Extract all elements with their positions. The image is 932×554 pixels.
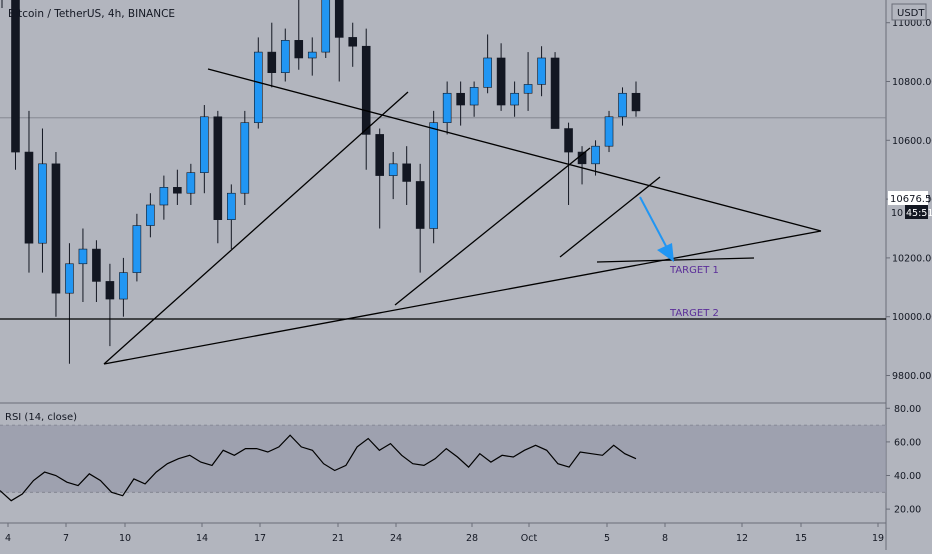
candle-body	[564, 128, 573, 153]
candle-body	[361, 45, 371, 135]
candle-body	[442, 92, 452, 123]
time-tick-label: 19	[872, 533, 884, 544]
trendline-channel-a[interactable]	[103, 91, 409, 365]
candle-body	[618, 92, 627, 118]
currency-badge[interactable]: USDT	[891, 3, 927, 21]
price-tick-label: 10600.00	[892, 136, 932, 147]
candle-body	[240, 122, 250, 194]
time-tick-label: 14	[196, 533, 208, 544]
currency-label: USDT	[897, 8, 925, 19]
candle-body	[65, 263, 74, 294]
time-tick-label: 8	[662, 533, 668, 544]
trendline-lower[interactable]	[103, 230, 822, 365]
candle-body	[186, 172, 196, 194]
candle-body	[92, 248, 101, 282]
price-prefix: 10	[891, 208, 903, 219]
time-tick-label: 15	[795, 533, 807, 544]
candle-body	[294, 40, 304, 59]
candle-body	[631, 92, 641, 112]
candle-body	[51, 163, 61, 294]
candle-body	[483, 57, 492, 88]
drawings-layer[interactable]	[0, 68, 886, 365]
time-tick-label: 24	[390, 533, 402, 544]
candle-body	[348, 37, 358, 47]
candle-body	[227, 192, 236, 220]
arrow-shaft[interactable]	[639, 196, 668, 249]
rsi-layer	[0, 424, 886, 502]
rsi-tick-label: 80.00	[894, 404, 921, 415]
candle-body	[375, 134, 385, 176]
candle-body	[429, 122, 438, 229]
trendline-upper[interactable]	[207, 68, 822, 232]
candle-body	[253, 51, 263, 123]
candle-body	[537, 57, 546, 85]
target-2-label: TARGET 2	[669, 308, 719, 319]
candle-body	[402, 163, 411, 182]
price-value: 10676.54	[890, 194, 932, 205]
time-tick-label: 5	[604, 533, 610, 544]
candle-body	[200, 116, 209, 173]
candle-body	[510, 92, 519, 106]
price-tick-label: 10200.00	[892, 253, 932, 264]
candle-body	[105, 281, 115, 300]
candle-body	[280, 40, 290, 73]
candle-body	[213, 116, 223, 220]
trendline-channel-c[interactable]	[559, 176, 661, 258]
candle-body	[456, 92, 465, 106]
candles-layer	[1, 0, 641, 364]
candle-body	[415, 181, 425, 229]
candle-body	[119, 272, 128, 300]
time-tick-label: 28	[466, 533, 478, 544]
rsi-tick-label: 40.00	[894, 471, 921, 482]
candle-body	[388, 163, 398, 176]
candle-body	[38, 163, 47, 244]
price-tick-label: 9800.00	[892, 371, 931, 382]
time-tick-label: 21	[332, 533, 344, 544]
candle-body	[321, 0, 331, 53]
time-tick-label: 7	[63, 533, 69, 544]
price-tick-label: 11000.00	[892, 18, 932, 29]
axis-layer: 9800.0010000.0010200.0010400.0010600.001…	[5, 18, 932, 544]
candle-body	[11, 0, 20, 153]
candle-body	[591, 145, 600, 165]
candle-body	[334, 0, 344, 38]
price-label: 10676.54 45:51 10	[888, 191, 932, 219]
candle-body	[496, 57, 506, 106]
time-tick-label: Oct	[521, 533, 538, 544]
rsi-line	[0, 434, 637, 502]
target-1-line[interactable]	[596, 257, 755, 263]
candle-body	[24, 151, 34, 244]
time-tick-label: 17	[254, 533, 266, 544]
candle-body	[267, 51, 277, 73]
candle-body	[159, 187, 169, 206]
candle-body	[307, 51, 317, 59]
candle-body	[469, 87, 479, 106]
price-tick-label: 10000.00	[892, 312, 932, 323]
candle-body	[132, 225, 142, 273]
candle-body	[550, 57, 560, 129]
candle-body	[78, 248, 88, 265]
trendline-channel-b[interactable]	[394, 147, 591, 306]
target-1-label: TARGET 1	[669, 265, 719, 276]
rsi-tick-label: 60.00	[894, 437, 921, 448]
symbol-title: Bitcoin / TetherUS, 4h, BINANCE	[8, 8, 175, 20]
candle-body	[604, 116, 614, 147]
price-tick-label: 10800.00	[892, 77, 932, 88]
time-tick-label: 10	[119, 533, 131, 544]
candle-body	[173, 187, 182, 194]
rsi-tick-label: 20.00	[894, 505, 921, 516]
time-tick-label: 4	[5, 533, 11, 544]
rsi-band	[0, 425, 886, 493]
rsi-title: RSI (14, close)	[5, 412, 77, 423]
arrow-head[interactable]	[657, 243, 674, 262]
candle-body	[146, 204, 155, 226]
time-tick-label: 12	[736, 533, 748, 544]
price-countdown: 45:51	[906, 208, 932, 219]
candle-body	[523, 84, 533, 94]
